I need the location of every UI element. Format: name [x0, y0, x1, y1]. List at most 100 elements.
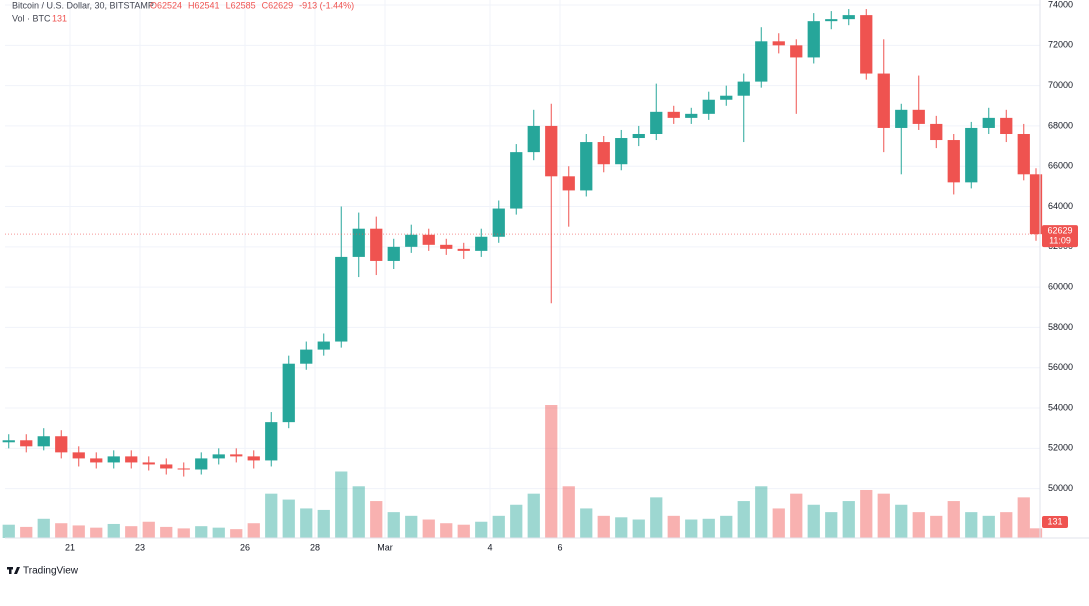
volume-bar	[650, 497, 663, 538]
y-tick-label: 58000	[1048, 322, 1073, 332]
candle-body	[230, 454, 243, 457]
candle-body	[457, 248, 470, 251]
volume-bar	[230, 529, 243, 538]
candle-body	[895, 109, 908, 128]
candle-body	[597, 142, 610, 165]
y-tick-label: 72000	[1048, 40, 1073, 50]
volume-bar	[580, 508, 593, 538]
volume-bar	[20, 526, 33, 538]
x-tick-label: 26	[240, 542, 250, 552]
candle-body	[125, 456, 138, 463]
volume-title: Vol · BTC	[12, 13, 51, 23]
volume-bar	[352, 486, 365, 538]
volume-bar	[685, 519, 698, 538]
symbol-title: Bitcoin / U.S. Dollar, 30, BITSTAMP	[12, 0, 154, 10]
candle-body	[615, 138, 628, 165]
y-tick-label: 68000	[1048, 120, 1073, 130]
volume-bar	[632, 519, 645, 538]
volume-bar	[545, 405, 558, 538]
volume-bar	[247, 523, 260, 538]
candle-body	[527, 125, 540, 153]
volume-bar	[720, 515, 733, 538]
candle-body	[667, 111, 680, 118]
volume-bar	[387, 512, 400, 538]
volume-bar	[107, 523, 120, 538]
candle-body	[20, 440, 33, 447]
volume-bar	[212, 527, 225, 538]
candle-body	[755, 41, 768, 82]
volume-bar	[405, 515, 418, 538]
volume-bar	[807, 504, 820, 538]
candles	[2, 9, 1043, 477]
candle-body	[562, 176, 575, 191]
candle-body	[195, 458, 208, 470]
volume-bar	[615, 517, 628, 538]
candle-body	[440, 244, 453, 249]
volume-bar	[790, 493, 803, 538]
volume-bar	[492, 515, 505, 538]
candle-body	[142, 462, 155, 465]
volume-bar	[370, 501, 383, 538]
volume-bar	[842, 501, 855, 538]
y-tick-label: 52000	[1048, 443, 1073, 453]
candle-body	[702, 99, 715, 114]
volume-bar	[440, 523, 453, 538]
candle-body	[930, 123, 943, 141]
volume-bar	[72, 525, 85, 538]
y-tick-label: 70000	[1048, 80, 1073, 90]
candle-body	[2, 440, 15, 443]
candle-body	[90, 458, 103, 463]
volume-bar	[1017, 497, 1030, 538]
candle-body	[982, 117, 995, 128]
x-tick-label: Mar	[377, 542, 393, 552]
candle-body	[177, 468, 190, 470]
candle-body	[55, 436, 68, 453]
candle-body	[632, 133, 645, 139]
candle-body	[912, 109, 925, 124]
ohlc-value: -913 (-1.44%)	[299, 0, 354, 10]
volume-bar	[562, 486, 575, 538]
candle-body	[475, 236, 488, 251]
volume-bar	[527, 493, 540, 538]
x-tick-label: 6	[557, 542, 562, 552]
candle-body	[335, 256, 348, 342]
volume-bar	[195, 526, 208, 538]
candle-body	[860, 15, 873, 74]
last-volume-label: 131	[1047, 516, 1062, 526]
candle-body	[947, 140, 960, 183]
ohlc-value: O62524	[150, 0, 182, 10]
volume-bar	[1000, 512, 1013, 538]
candle-body	[790, 45, 803, 58]
candle-body	[1029, 174, 1043, 235]
y-tick-label: 50000	[1048, 483, 1073, 493]
brand-logo	[7, 567, 20, 574]
volume-bar	[597, 515, 610, 538]
volume-bar	[265, 493, 278, 538]
grid	[5, 0, 1040, 538]
volume-bar	[177, 528, 190, 538]
axes: 5000052000540005600058000600006200064000…	[5, 0, 1078, 552]
candle-body	[685, 113, 698, 118]
candle-body	[405, 234, 418, 247]
volume-bar	[877, 493, 890, 538]
y-tick-label: 66000	[1048, 161, 1073, 171]
volume-bar	[475, 521, 488, 538]
candle-body	[650, 111, 663, 134]
candle-body	[580, 142, 593, 191]
candle-body	[737, 81, 750, 96]
candle-body	[300, 349, 313, 364]
last-volume-tag	[1042, 516, 1068, 528]
candle-body	[387, 246, 400, 261]
candle-body	[842, 15, 855, 20]
volume-bar	[772, 508, 785, 538]
volume-bar	[90, 527, 103, 538]
candle-body	[160, 464, 173, 469]
candle-body	[265, 422, 278, 461]
volume-pane	[2, 405, 1043, 538]
y-tick-label: 60000	[1048, 282, 1073, 292]
candle-body	[545, 125, 558, 177]
volume-bar	[947, 501, 960, 538]
volume-bar	[317, 509, 330, 538]
candle-body	[492, 208, 505, 237]
x-tick-label: 28	[310, 542, 320, 552]
